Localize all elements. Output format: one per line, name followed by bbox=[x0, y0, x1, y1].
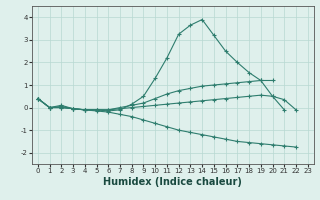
X-axis label: Humidex (Indice chaleur): Humidex (Indice chaleur) bbox=[103, 177, 242, 187]
